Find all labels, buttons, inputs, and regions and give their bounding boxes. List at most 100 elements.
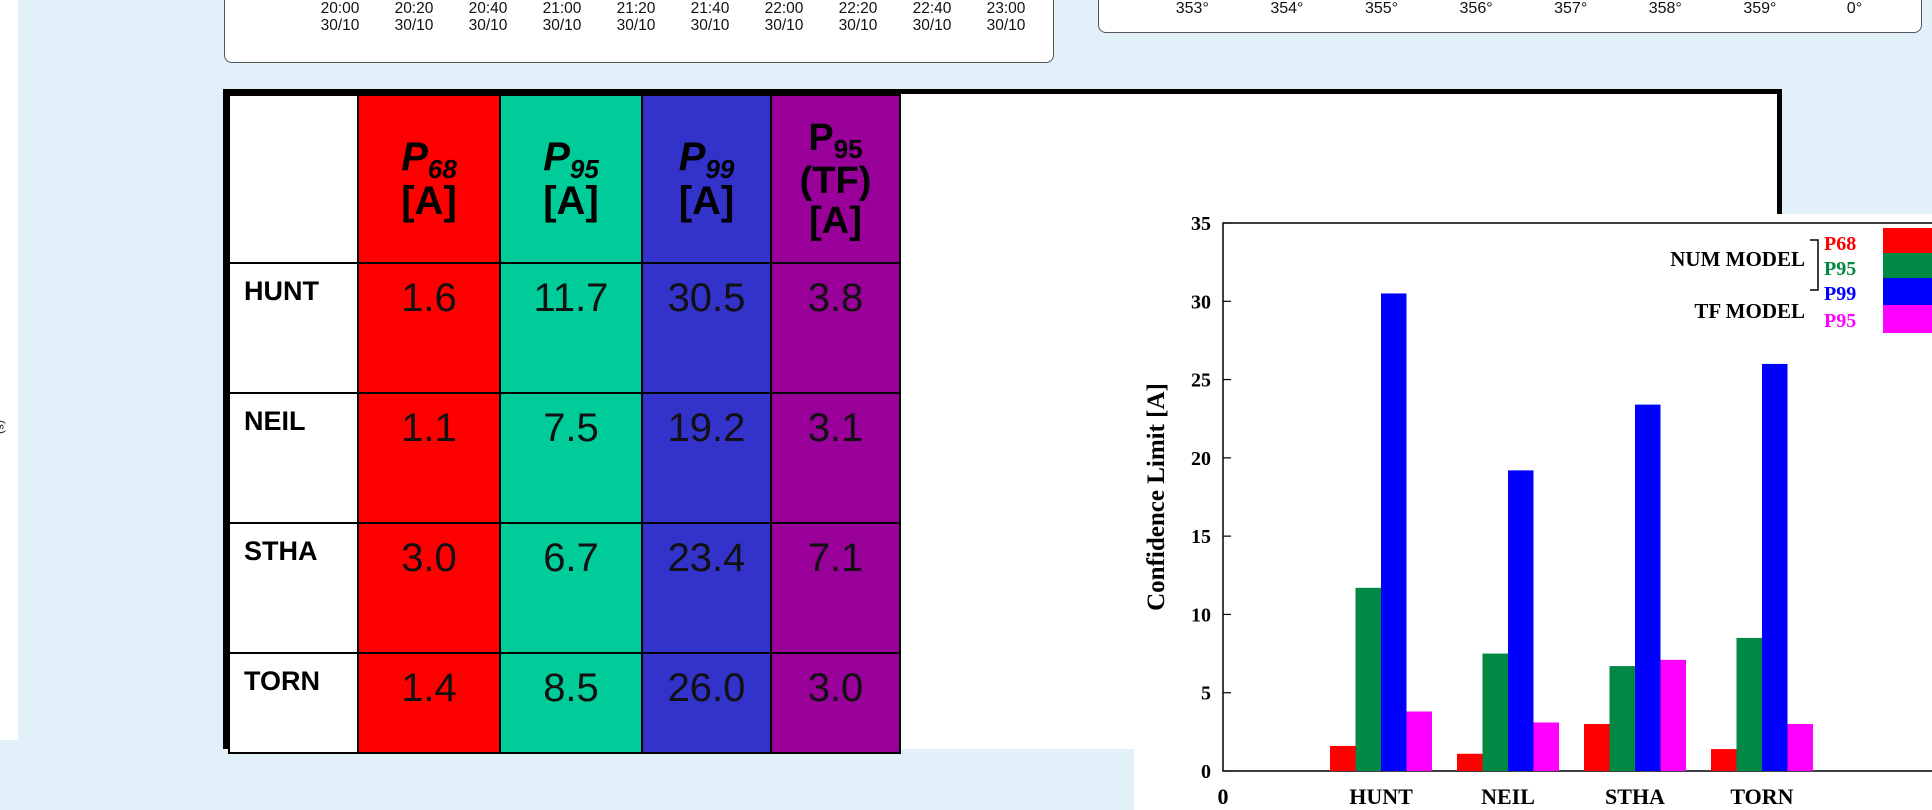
cell-p95-tf: 7.1	[770, 522, 901, 654]
longitude-tick-label: 0°	[1846, 0, 1863, 17]
legend-group-label: TF MODEL	[1694, 299, 1805, 323]
longitude-tick-label: 357°	[1554, 0, 1588, 17]
x-category-label: TORN	[1730, 784, 1793, 809]
bar-hunt-3	[1406, 711, 1432, 771]
legend-bracket	[1810, 239, 1819, 291]
time-tick-label: 22:00 30/10	[764, 0, 804, 34]
bar-torn-2	[1762, 363, 1788, 771]
confidence-bar-chart: 0 5 10 15 20 25 30 35 0 Confidence Limit [A] HUNT N…	[1134, 214, 1932, 810]
row-label: HUNT	[228, 262, 359, 394]
table-row: STHA 3.0 6.7 23.4 7.1	[228, 522, 901, 654]
longitude-tick-label: 353°	[1175, 0, 1209, 17]
results-panel: P68 [A] P95 [A] P99 [A] P95 (TF) [A] HUNT 1.6…	[223, 89, 1932, 810]
legend-swatch	[1883, 228, 1932, 256]
legend-swatch	[1883, 278, 1932, 306]
longitude-tick-label: 358°	[1648, 0, 1682, 17]
cell-p68: 1.6	[357, 262, 501, 394]
x-origin-label: 0	[1218, 784, 1229, 809]
cell-p68: 1.4	[357, 652, 501, 754]
cell-p95: 6.7	[499, 522, 643, 654]
y-tick-label: 15	[1191, 526, 1211, 548]
time-axis-panel: 20:00 30/10 20:20 30/10 20:40 30/10 21:00 30/10…	[224, 0, 1054, 63]
cell-p95-tf: 3.1	[770, 392, 901, 524]
plot-frame	[1222, 222, 1932, 772]
header-p99: P99 [A]	[641, 94, 772, 264]
cell-p99: 23.4	[641, 522, 772, 654]
legend-swatch	[1883, 305, 1932, 333]
longitude-axis-panel: 353° 354° 355° 356° 357° 358° 359° 0°	[1098, 0, 1922, 33]
y-tick-label: 5	[1201, 683, 1211, 705]
y-tick-label: 10	[1191, 604, 1211, 626]
cell-p95: 11.7	[499, 262, 643, 394]
cell-p99: 30.5	[641, 262, 772, 394]
cell-p95-tf: 3.0	[770, 652, 901, 754]
table-row: NEIL 1.1 7.5 19.2 3.1	[228, 392, 901, 524]
longitude-tick-label: 359°	[1743, 0, 1777, 17]
time-tick-label: 23:00 30/10	[986, 0, 1026, 34]
bar-hunt-0	[1330, 745, 1356, 771]
header-p95: P95 [A]	[499, 94, 643, 264]
bar-hunt-2	[1381, 293, 1407, 771]
legend-swatch	[1883, 253, 1932, 281]
y-tick-label: 20	[1191, 448, 1211, 470]
row-label: NEIL	[228, 392, 359, 524]
cell-p95: 7.5	[499, 392, 643, 524]
longitude-tick-label: 356°	[1459, 0, 1493, 17]
time-tick-label: 20:40 30/10	[468, 0, 508, 34]
bar-stha-2	[1635, 404, 1661, 771]
legend-entry-label: P99	[1824, 283, 1856, 305]
bar-stha-3	[1660, 659, 1686, 771]
bar-chart-svg: 0 5 10 15 20 25 30 35 0 Confidence Limit [A] HUNT N…	[1143, 214, 1932, 809]
cell-p99: 26.0	[641, 652, 772, 754]
y-tick-label: 25	[1191, 370, 1211, 392]
time-tick-label: 21:40 30/10	[690, 0, 730, 34]
bar-hunt-1	[1355, 587, 1381, 771]
bar-neil-3	[1533, 722, 1559, 771]
x-category-label: NEIL	[1481, 784, 1535, 809]
longitude-tick-label: 354°	[1270, 0, 1304, 17]
cell-p68: 1.1	[357, 392, 501, 524]
cell-p68: 3.0	[357, 522, 501, 654]
time-tick-label: 22:20 30/10	[838, 0, 878, 34]
bar-torn-3	[1787, 724, 1813, 771]
cell-p99: 19.2	[641, 392, 772, 524]
cell-p95: 8.5	[499, 652, 643, 754]
cell-p95-tf: 3.8	[770, 262, 901, 394]
y-tick-label: 0	[1201, 761, 1211, 783]
table-row: HUNT 1.6 11.7 30.5 3.8	[228, 262, 901, 394]
legend-entry-label: P95	[1824, 310, 1856, 332]
table-header-row: P68 [A] P95 [A] P99 [A] P95 (TF) [A]	[228, 94, 901, 264]
legend-entry-label: P68	[1824, 233, 1856, 255]
row-label: STHA	[228, 522, 359, 654]
longitude-tick-label: 355°	[1364, 0, 1399, 17]
legend-entry-label: P95	[1824, 258, 1856, 280]
time-axis-ticks: 20:00 30/10 20:20 30/10 20:40 30/10 21:00 30/10…	[303, 0, 1043, 34]
header-p68: P68 [A]	[357, 94, 501, 264]
bar-neil-0	[1457, 753, 1483, 771]
bar-neil-1	[1482, 653, 1508, 771]
time-tick-label: 20:20 30/10	[394, 0, 434, 34]
bar-neil-2	[1508, 470, 1534, 771]
header-p95-tf: P95 (TF) [A]	[770, 94, 901, 264]
bar-stha-0	[1584, 724, 1610, 771]
legend-group-label: NUM MODEL	[1670, 247, 1805, 271]
time-tick-label: 21:00 30/10	[542, 0, 582, 34]
left-strip: (s)	[0, 0, 18, 740]
bar-torn-0	[1711, 749, 1737, 771]
table-row: TORN 1.4 8.5 26.0 3.0	[228, 652, 901, 754]
table-corner-cell	[228, 94, 359, 264]
time-tick-label: 20:00 30/10	[320, 0, 360, 34]
y-tick-label: 35	[1191, 214, 1211, 235]
x-category-label: HUNT	[1349, 784, 1413, 809]
bar-torn-1	[1736, 637, 1762, 771]
left-axis-label: (s)	[0, 420, 8, 434]
x-category-label: STHA	[1605, 784, 1665, 809]
time-tick-label: 21:20 30/10	[616, 0, 656, 34]
y-axis-label: Confidence Limit [A]	[1143, 383, 1170, 611]
longitude-axis-ticks: 353° 354° 355° 356° 357° 358° 359° 0°	[1145, 0, 1902, 18]
time-tick-label: 22:40 30/10	[912, 0, 952, 34]
y-tick-label: 30	[1191, 291, 1211, 313]
row-label: TORN	[228, 652, 359, 754]
confidence-table: P68 [A] P95 [A] P99 [A] P95 (TF) [A] HUNT 1.6…	[228, 94, 901, 754]
bar-stha-1	[1609, 666, 1635, 771]
